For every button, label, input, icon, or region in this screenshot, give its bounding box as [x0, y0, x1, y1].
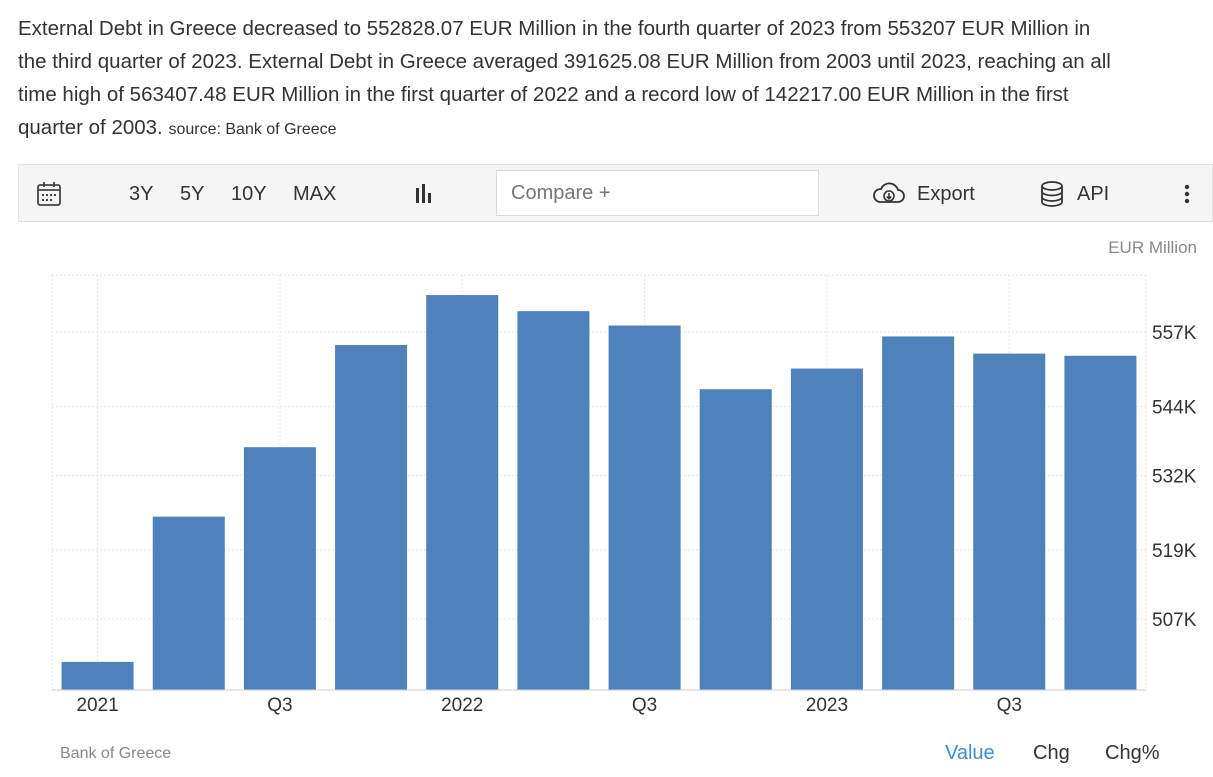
- tab-value[interactable]: Value: [945, 742, 995, 764]
- x-tick-label: Q3: [632, 695, 657, 716]
- description-line: time high of 563407.48 EUR Million in th…: [18, 83, 1069, 106]
- range-5y-button[interactable]: 5Y: [180, 182, 205, 205]
- footer-source: Bank of Greece: [60, 745, 172, 762]
- export-button[interactable]: Export: [871, 165, 975, 223]
- description: External Debt in Greece decreased to 552…: [18, 12, 1213, 144]
- bar: [608, 325, 681, 690]
- description-line: the third quarter of 2023. External Debt…: [18, 50, 1111, 73]
- chart-toolbar: 3Y 5Y 10Y MAX Export API: [18, 164, 1213, 222]
- description-line: quarter of 2003.: [18, 116, 163, 139]
- bar: [152, 516, 225, 690]
- bar: [426, 295, 499, 690]
- export-label: Export: [917, 182, 975, 205]
- x-tick-label: 2021: [76, 695, 118, 716]
- calendar-icon[interactable]: [35, 165, 63, 223]
- bar: [335, 345, 408, 690]
- bar: [790, 368, 863, 690]
- y-tick-label: 507K: [1152, 610, 1197, 631]
- more-options-icon[interactable]: [1177, 165, 1197, 223]
- bar: [973, 353, 1046, 690]
- range-3y-button[interactable]: 3Y: [129, 182, 154, 205]
- bar: [1064, 355, 1137, 690]
- api-button[interactable]: API: [1039, 165, 1109, 223]
- unit-label: EUR Million: [1108, 238, 1197, 257]
- description-line: External Debt in Greece decreased to 552…: [18, 17, 1091, 40]
- y-tick-label: 532K: [1152, 466, 1197, 487]
- bar: [243, 447, 316, 690]
- compare-input[interactable]: [496, 170, 819, 216]
- range-10y-button[interactable]: 10Y: [231, 182, 267, 205]
- range-max-button[interactable]: MAX: [293, 182, 337, 205]
- bar: [699, 389, 772, 690]
- description-line-last: quarter of 2003. source: Bank of Greece: [18, 111, 1213, 144]
- source-note: source: Bank of Greece: [168, 121, 337, 138]
- database-icon: [1041, 181, 1063, 207]
- bar: [882, 336, 955, 690]
- x-tick-label: Q3: [267, 695, 292, 716]
- bar: [517, 311, 590, 690]
- api-label: API: [1077, 182, 1110, 205]
- x-tick-label: 2023: [806, 695, 848, 716]
- x-tick-label: 2022: [441, 695, 483, 716]
- cloud-download-icon: [873, 182, 905, 203]
- x-tick-label: Q3: [997, 695, 1022, 716]
- tab-chg[interactable]: Chg: [1033, 742, 1070, 764]
- tab-chg-percent[interactable]: Chg%: [1105, 742, 1160, 764]
- y-tick-label: 544K: [1152, 397, 1197, 418]
- bar: [61, 661, 134, 690]
- y-tick-label: 519K: [1152, 541, 1197, 562]
- chart-type-icon[interactable]: [412, 165, 436, 223]
- y-tick-label: 557K: [1152, 323, 1197, 344]
